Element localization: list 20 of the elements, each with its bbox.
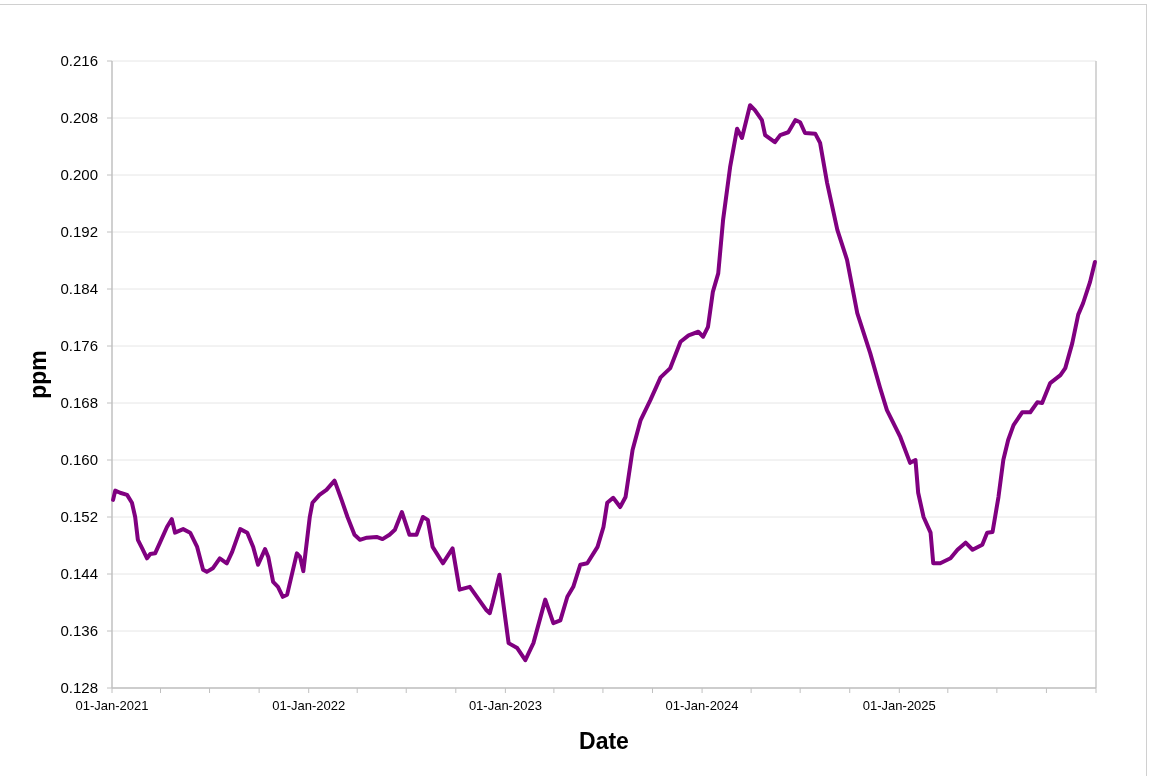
y-tick-label: 0.216 xyxy=(60,52,98,70)
y-tick-label: 0.128 xyxy=(60,679,98,697)
x-tick-label: 01-Jan-2023 xyxy=(468,698,542,713)
x-tick-label: 01-Jan-2024 xyxy=(665,698,739,713)
x-axis-title: Date xyxy=(579,728,629,754)
y-tick-label: 0.184 xyxy=(60,280,98,298)
y-tick-label: 0.200 xyxy=(60,166,98,184)
y-tick-label: 0.208 xyxy=(60,109,98,127)
y-tick-label: 0.176 xyxy=(60,337,98,355)
y-tick-label: 0.160 xyxy=(60,451,98,469)
x-tick-label: 01-Jan-2022 xyxy=(272,698,346,713)
y-tick-label: 0.144 xyxy=(60,565,98,583)
y-tick-label: 0.152 xyxy=(60,508,98,526)
y-tick-label: 0.192 xyxy=(60,223,98,241)
y-axis-title: ppm xyxy=(25,350,51,399)
x-tick-label: 01-Jan-2025 xyxy=(862,698,936,713)
y-tick-label: 0.136 xyxy=(60,622,98,640)
line-series xyxy=(111,103,1097,663)
x-tick-label: 01-Jan-2021 xyxy=(75,698,149,713)
y-tick-label: 0.168 xyxy=(60,394,98,412)
